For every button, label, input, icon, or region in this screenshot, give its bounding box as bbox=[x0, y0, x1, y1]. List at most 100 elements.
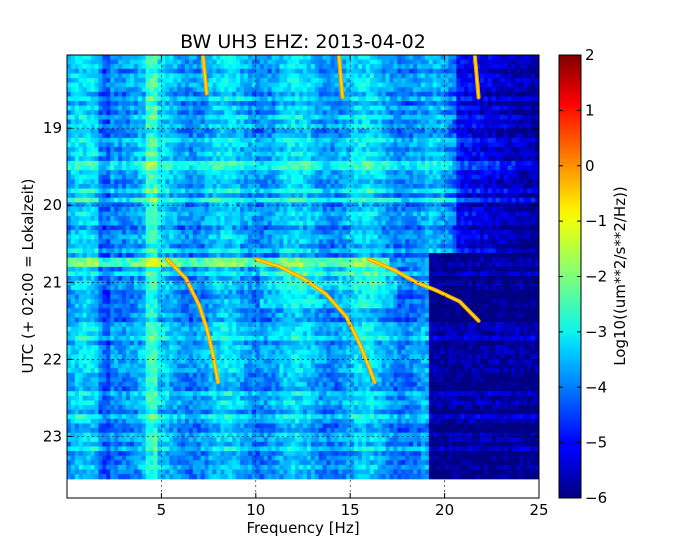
heatmap-cell bbox=[275, 206, 280, 213]
heatmap-cell bbox=[94, 230, 100, 236]
heatmap-cell bbox=[74, 243, 80, 250]
heatmap-cell bbox=[314, 59, 320, 65]
heatmap-cell bbox=[220, 91, 225, 98]
heatmap-cell bbox=[157, 82, 162, 88]
heatmap-cell bbox=[106, 128, 111, 134]
heatmap-cell bbox=[122, 165, 127, 171]
heatmap-cell bbox=[487, 124, 493, 130]
heatmap-cell bbox=[460, 160, 465, 167]
heatmap-cell bbox=[342, 114, 347, 121]
heatmap-cell bbox=[259, 101, 265, 107]
heatmap-cell bbox=[181, 234, 186, 240]
heatmap-cell bbox=[212, 91, 218, 98]
heatmap-cell bbox=[476, 105, 481, 111]
heatmap-cell bbox=[149, 119, 155, 125]
heatmap-cell bbox=[448, 87, 454, 93]
heatmap-cell bbox=[480, 206, 485, 213]
heatmap-cell bbox=[535, 239, 539, 245]
heatmap-cell bbox=[362, 105, 367, 111]
heatmap-cell bbox=[413, 216, 418, 222]
heatmap-cell bbox=[255, 220, 261, 227]
heatmap-cell bbox=[173, 96, 178, 102]
heatmap-cell bbox=[389, 73, 395, 79]
heatmap-cell bbox=[78, 101, 84, 107]
heatmap-cell bbox=[247, 105, 253, 111]
heatmap-cell bbox=[98, 225, 103, 231]
heatmap-cell bbox=[291, 243, 296, 250]
heatmap-cell bbox=[196, 165, 202, 171]
heatmap-cell bbox=[149, 206, 155, 213]
heatmap-cell bbox=[165, 230, 170, 236]
heatmap-cell bbox=[118, 230, 123, 236]
heatmap-cell bbox=[299, 64, 304, 70]
heatmap-cell bbox=[161, 78, 166, 84]
heatmap-cell bbox=[393, 59, 398, 65]
heatmap-cell bbox=[535, 55, 539, 61]
heatmap-cell bbox=[255, 133, 261, 139]
heatmap-cell bbox=[251, 179, 257, 185]
heatmap-cell bbox=[362, 179, 367, 185]
heatmap-cell bbox=[118, 234, 123, 240]
heatmap-cell bbox=[350, 91, 355, 98]
heatmap-cell bbox=[153, 243, 159, 250]
heatmap-cell bbox=[409, 133, 414, 139]
heatmap-cell bbox=[283, 188, 288, 194]
heatmap-cell bbox=[472, 202, 477, 208]
heatmap-cell bbox=[342, 243, 347, 250]
heatmap-cell bbox=[271, 193, 277, 199]
heatmap-cell bbox=[362, 170, 367, 176]
heatmap-cell bbox=[330, 165, 336, 171]
heatmap-cell bbox=[444, 55, 450, 61]
heatmap-cell bbox=[94, 239, 100, 245]
heatmap-cell bbox=[358, 142, 363, 148]
heatmap-cell bbox=[452, 78, 457, 84]
heatmap-cell bbox=[358, 82, 363, 88]
heatmap-cell bbox=[389, 234, 395, 240]
heatmap-cell bbox=[413, 110, 418, 116]
heatmap-cell bbox=[141, 225, 147, 231]
heatmap-cell bbox=[247, 68, 253, 75]
heatmap-cell bbox=[346, 87, 351, 93]
heatmap-cell bbox=[102, 193, 107, 199]
heatmap-cell bbox=[291, 124, 296, 130]
heatmap-cell bbox=[318, 151, 324, 157]
heatmap-cell bbox=[385, 119, 391, 125]
heatmap-cell bbox=[173, 230, 178, 236]
heatmap-cell bbox=[377, 179, 383, 185]
heatmap-cell bbox=[377, 234, 383, 240]
heatmap-cell bbox=[287, 64, 292, 70]
heatmap-cell bbox=[362, 64, 367, 70]
heatmap-cell bbox=[444, 225, 450, 231]
heatmap-cell bbox=[220, 73, 225, 79]
heatmap-cell bbox=[330, 59, 336, 65]
heatmap-cell bbox=[271, 211, 277, 217]
heatmap-cell bbox=[188, 73, 194, 79]
heatmap-cell bbox=[535, 230, 539, 236]
heatmap-cell bbox=[118, 160, 123, 167]
heatmap-cell bbox=[279, 165, 284, 171]
heatmap-cell bbox=[102, 220, 107, 227]
heatmap-cell bbox=[232, 174, 237, 180]
heatmap-cell bbox=[409, 216, 414, 222]
heatmap-cell bbox=[523, 225, 528, 231]
heatmap-cell bbox=[334, 179, 339, 185]
heatmap-cell bbox=[110, 206, 115, 213]
heatmap-cell bbox=[523, 165, 528, 171]
heatmap-cell bbox=[94, 220, 100, 227]
heatmap-cell bbox=[149, 110, 155, 116]
heatmap-cell bbox=[70, 147, 76, 153]
heatmap-cell bbox=[283, 211, 288, 217]
heatmap-cell bbox=[428, 105, 434, 111]
heatmap-cell bbox=[208, 243, 214, 250]
heatmap-cell bbox=[318, 64, 324, 70]
heatmap-cell bbox=[78, 160, 84, 167]
heatmap-cell bbox=[141, 183, 147, 190]
heatmap-cell bbox=[483, 225, 489, 231]
heatmap-cell bbox=[527, 165, 532, 171]
heatmap-cell bbox=[421, 68, 426, 75]
heatmap-cell bbox=[247, 156, 253, 162]
heatmap-cell bbox=[373, 239, 379, 245]
heatmap-cell bbox=[436, 156, 442, 162]
heatmap-cell bbox=[495, 87, 501, 93]
heatmap-cell bbox=[208, 188, 214, 194]
